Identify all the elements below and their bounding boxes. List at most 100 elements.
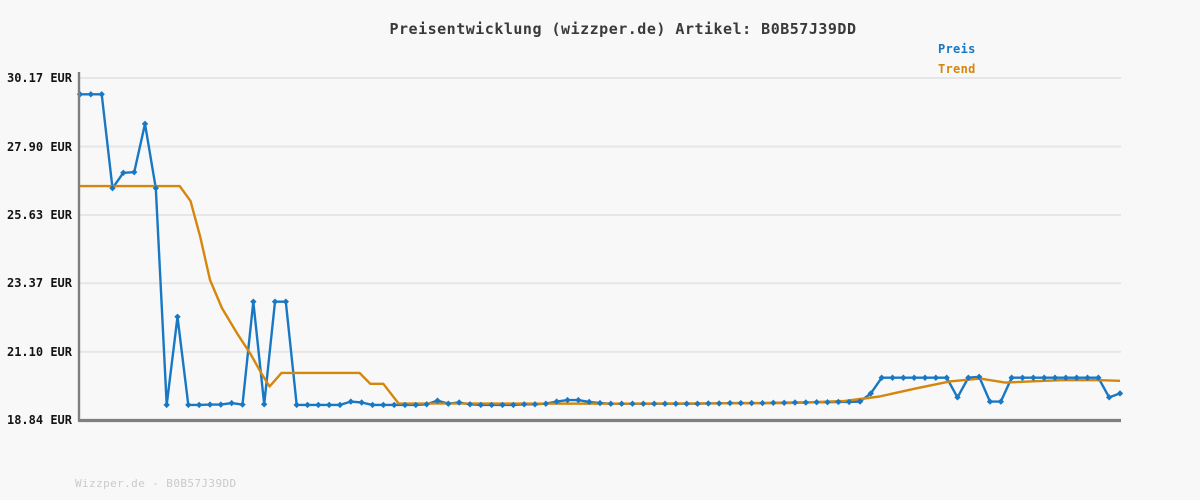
price-point-marker bbox=[629, 400, 636, 407]
price-point-marker bbox=[510, 401, 517, 409]
price-point-marker bbox=[921, 374, 929, 381]
price-point-marker bbox=[889, 374, 896, 381]
price-point-marker bbox=[726, 399, 734, 407]
price-point-marker bbox=[607, 400, 615, 407]
price-point-marker bbox=[965, 374, 972, 381]
y-axis-tick-label: 30.17 EUR bbox=[6, 71, 72, 85]
price-point-marker bbox=[900, 374, 907, 381]
price-point-marker bbox=[943, 374, 950, 381]
price-point-marker bbox=[423, 401, 430, 408]
price-point-marker bbox=[975, 373, 983, 381]
price-point-marker bbox=[228, 399, 235, 407]
price-point-marker bbox=[542, 400, 550, 407]
price-point-marker bbox=[932, 374, 940, 381]
price-point-marker bbox=[434, 397, 441, 404]
price-point-marker bbox=[856, 398, 864, 405]
price-point-marker bbox=[1073, 374, 1080, 381]
y-axis-labels: 30.17 EUR 27.90 EUR 25.63 EUR 23.37 EUR 21.1… bbox=[0, 0, 72, 500]
price-point-marker bbox=[1019, 374, 1026, 381]
price-point-marker bbox=[791, 399, 799, 406]
price-point-marker bbox=[271, 298, 279, 305]
price-point-marker bbox=[163, 401, 170, 409]
y-axis-tick-label: 27.90 EUR bbox=[6, 139, 72, 154]
y-axis-tick-label: 21.10 EUR bbox=[6, 344, 72, 359]
price-point-marker bbox=[87, 91, 95, 98]
price-point-marker bbox=[1105, 394, 1113, 401]
price-point-marker bbox=[824, 398, 831, 406]
price-point-marker bbox=[640, 400, 647, 407]
legend-item-preis: Preis bbox=[938, 42, 976, 56]
price-point-marker bbox=[1008, 374, 1015, 381]
price-point-marker bbox=[185, 401, 192, 409]
price-point-marker bbox=[650, 400, 658, 407]
price-point-marker bbox=[1084, 374, 1091, 381]
price-point-marker bbox=[845, 398, 853, 406]
price-point-marker bbox=[770, 399, 777, 406]
price-point-marker bbox=[910, 374, 918, 381]
price-point-marker bbox=[401, 401, 409, 409]
price-point-marker bbox=[304, 401, 311, 409]
price-point-marker bbox=[412, 401, 420, 409]
price-point-marker bbox=[325, 401, 333, 409]
price-point-marker bbox=[618, 400, 625, 407]
price-point-marker bbox=[553, 398, 560, 405]
price-point-marker bbox=[369, 401, 376, 409]
price-point-marker bbox=[1095, 374, 1102, 381]
footer-watermark: Wizzper.de - B0B57J39DD bbox=[75, 477, 237, 490]
price-point-marker bbox=[867, 390, 875, 397]
price-point-marker bbox=[672, 400, 680, 407]
price-point-marker bbox=[390, 401, 398, 409]
price-point-marker bbox=[109, 184, 116, 192]
price-point-marker bbox=[239, 401, 246, 408]
price-point-marker bbox=[141, 120, 149, 128]
price-point-marker bbox=[98, 91, 105, 98]
price-point-marker bbox=[780, 399, 788, 406]
price-line-series bbox=[80, 93, 1121, 407]
price-point-marker bbox=[315, 401, 322, 409]
price-point-marker bbox=[748, 399, 755, 407]
price-point-marker bbox=[1040, 374, 1048, 381]
price-point-marker bbox=[466, 401, 474, 408]
price-point-marker bbox=[954, 394, 961, 401]
price-point-marker bbox=[575, 396, 582, 404]
price-point-marker bbox=[531, 401, 539, 408]
chart-legend: Preis Trend bbox=[938, 39, 976, 79]
price-point-marker bbox=[455, 399, 463, 406]
price-point-marker bbox=[835, 398, 842, 406]
price-point-marker bbox=[130, 168, 138, 176]
price-point-marker bbox=[661, 400, 669, 407]
price-point-marker bbox=[705, 400, 712, 407]
price-point-marker bbox=[477, 401, 485, 409]
price-point-marker bbox=[564, 396, 571, 404]
y-axis-tick-label: 23.37 EUR bbox=[6, 276, 72, 291]
price-point-marker bbox=[217, 401, 225, 408]
price-point-marker bbox=[715, 400, 723, 407]
price-point-marker bbox=[1030, 374, 1037, 381]
price-point-marker bbox=[759, 399, 766, 407]
price-point-marker bbox=[120, 169, 127, 176]
price-point-marker bbox=[260, 401, 268, 408]
price-point-marker bbox=[206, 401, 214, 408]
price-point-marker bbox=[282, 298, 290, 305]
price-point-marker bbox=[986, 398, 994, 405]
price-point-marker bbox=[997, 398, 1005, 405]
y-axis-tick-label: 25.63 EUR bbox=[6, 208, 72, 223]
price-point-marker bbox=[380, 401, 387, 409]
price-point-marker bbox=[585, 398, 593, 406]
legend-item-trend: Trend bbox=[938, 62, 976, 76]
price-point-marker bbox=[499, 401, 506, 409]
price-point-marker bbox=[878, 374, 885, 381]
price-point-marker bbox=[520, 401, 528, 408]
price-point-marker bbox=[813, 398, 820, 406]
price-point-marker bbox=[1051, 374, 1059, 381]
y-axis-tick-label: 18.84 EUR bbox=[6, 413, 72, 427]
price-point-marker bbox=[737, 399, 745, 407]
price-point-marker bbox=[293, 401, 300, 409]
price-point-marker bbox=[694, 400, 701, 407]
price-point-marker bbox=[445, 400, 452, 407]
price-point-marker bbox=[195, 401, 203, 409]
price-point-marker bbox=[488, 401, 495, 409]
price-point-marker bbox=[1062, 374, 1070, 381]
